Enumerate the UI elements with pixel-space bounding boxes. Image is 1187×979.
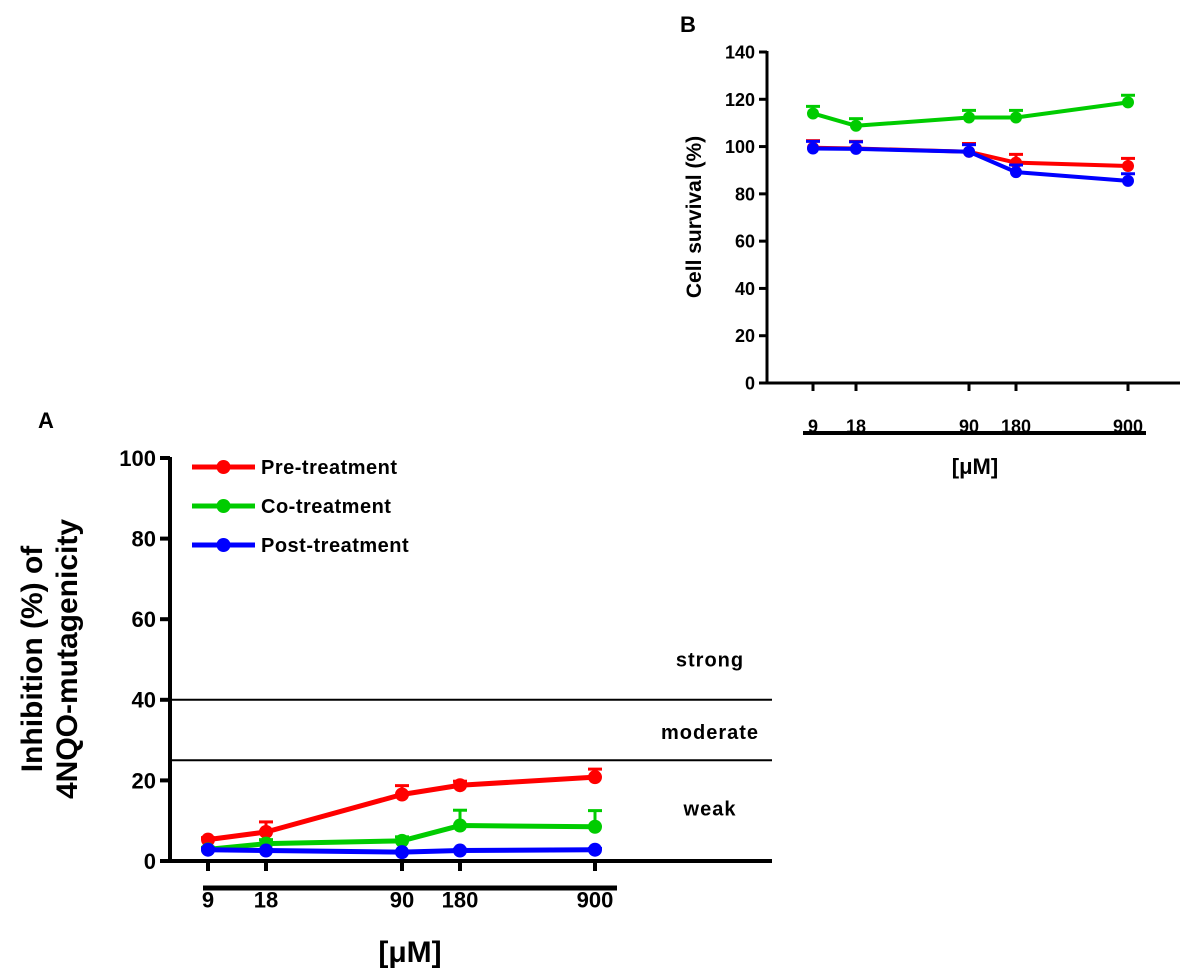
panel-b-series-1-point <box>1122 96 1134 109</box>
panel-a-region-label: weak <box>683 799 737 821</box>
panel-a-xlabel: [μM] <box>378 936 441 969</box>
panel-a-series-2-point <box>588 842 602 857</box>
panel-b-series-0-point <box>1122 159 1134 172</box>
panel-b-series-1-point <box>850 119 862 132</box>
panel-a-x-tick-label: 18 <box>254 888 278 913</box>
panel-b-series-1-point <box>1010 111 1022 124</box>
panel-b-x-tick-label: 9 <box>808 416 818 436</box>
panel-a-series-1-point <box>395 833 409 848</box>
panel-a-series-0-point <box>395 787 409 802</box>
panel-b-series-1-point <box>963 111 975 124</box>
panel-b-series-2-point <box>963 145 975 158</box>
panel-b-y-tick-label: 60 <box>735 232 755 252</box>
panel-a-series-2-point <box>201 842 215 857</box>
panel-b-label: B <box>680 12 696 37</box>
panel-a-x-tick-label: 9 <box>202 888 214 913</box>
panel-b-series-2-point <box>850 142 862 155</box>
panel-a-series-1-point <box>453 818 467 833</box>
panel-a-y-tick-label: 60 <box>132 607 156 632</box>
panel-a-x-tick-label: 180 <box>442 888 479 913</box>
panel-a-legend-label-1: Co-treatment <box>261 496 391 518</box>
panel-b-series-1-point <box>807 107 819 120</box>
panel-b-series-2-point <box>807 142 819 155</box>
panel-a-legend-label-0: Pre-treatment <box>261 457 398 479</box>
panel-a-legend-label-2: Post-treatment <box>261 535 409 557</box>
panel-a-y-tick-label: 0 <box>144 849 156 874</box>
panel-a-x-tick-label: 900 <box>577 888 614 913</box>
panel-b-y-tick-label: 20 <box>735 326 755 346</box>
panel-b-y-tick-label: 80 <box>735 184 755 204</box>
panel-a-y-tick-label: 100 <box>119 446 156 471</box>
panel-a-series-0-point <box>201 832 215 847</box>
panel-b-y-tick-label: 140 <box>725 42 755 62</box>
panel-a-label: A <box>38 408 54 433</box>
panel-a-legend-marker-1 <box>216 499 231 513</box>
panel-a-y-tick-label: 20 <box>132 768 156 793</box>
panel-b-y-tick-label: 0 <box>745 373 755 393</box>
panel-a-ylabel-line2: 4NQO-mutagenicity <box>51 519 84 799</box>
panel-a-region-label: moderate <box>661 722 759 744</box>
panel-a-series-1-point <box>588 819 602 834</box>
panel-a-legend-marker-2 <box>216 538 231 552</box>
panel-b-y-tick-label: 100 <box>725 137 755 157</box>
panel-b-series-2-point <box>1122 174 1134 187</box>
panel-a-chart: A 0 20 40 60 80 100 9 18 90 180 900 strong moderate w… <box>16 408 772 969</box>
panel-a-plot-area: 0 20 40 60 80 100 9 18 90 180 900 strong moderate wea… <box>119 446 772 913</box>
panel-a-series-2-point <box>453 843 467 858</box>
panel-a-series-0-point <box>453 778 467 793</box>
panel-b-y-tick-label: 40 <box>735 279 755 299</box>
panel-a-series-0-point <box>588 770 602 785</box>
panel-a-region-label: strong <box>676 650 744 672</box>
panel-b-xlabel: [μM] <box>952 454 998 479</box>
panel-b-ylabel: Cell survival (%) <box>683 136 706 298</box>
panel-a-series-0-point <box>259 824 273 839</box>
panel-a-series-2-point <box>395 845 409 860</box>
panel-b-y-tick-label: 120 <box>725 90 755 110</box>
panel-a-x-tick-label: 90 <box>390 888 414 913</box>
panel-b-series-2-point <box>1010 166 1022 179</box>
panel-a-series-2-point <box>259 843 273 858</box>
panel-a-legend-marker-0 <box>216 460 231 474</box>
panel-a-ylabel-line1: Inhibition (%) of <box>16 545 49 773</box>
panel-a-y-tick-label: 80 <box>132 527 156 552</box>
panel-a-y-tick-label: 40 <box>132 688 156 713</box>
